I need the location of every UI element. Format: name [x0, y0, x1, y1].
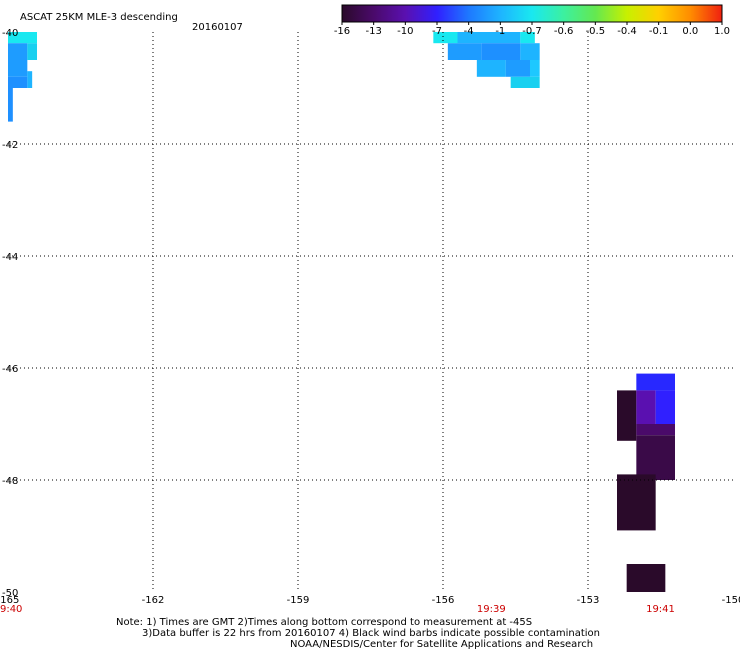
- x-tick-label: -150: [722, 595, 740, 606]
- data-cell: [433, 32, 458, 44]
- note-line-2: 3)Data buffer is 22 hrs from 20160107 4)…: [142, 628, 600, 639]
- time-label: 19:41: [646, 604, 675, 615]
- data-cell: [481, 43, 521, 60]
- data-cell: [510, 76, 540, 88]
- data-cell: [8, 88, 13, 122]
- data-cell: [530, 60, 540, 77]
- note-line-1: Note: 1) Times are GMT 2)Times along bot…: [116, 617, 533, 628]
- chart-title: ASCAT 25KM MLE-3 descending: [20, 12, 178, 23]
- colorbar-tick-label: 0.0: [682, 26, 698, 37]
- colorbar-tick-label: -16: [334, 26, 350, 37]
- note-line-3: NOAA/NESDIS/Center for Satellite Applica…: [290, 639, 594, 650]
- x-tick-label: -153: [577, 595, 600, 606]
- grid-lines: [8, 32, 733, 592]
- data-cell: [636, 390, 656, 424]
- data-cell: [447, 43, 482, 60]
- x-tick-label: -165: [0, 595, 19, 606]
- data-cell: [655, 390, 675, 424]
- x-tick-label: -162: [142, 595, 165, 606]
- data-cell: [8, 32, 37, 44]
- data-cell: [626, 564, 666, 592]
- y-tick-label: -48: [2, 476, 18, 487]
- colorbar-tick-label: -0.4: [617, 26, 637, 37]
- colorbar-bar: [341, 4, 723, 23]
- colorbar-tick-label: -4: [464, 26, 474, 37]
- colorbar-tick-label: 1.0: [714, 26, 730, 37]
- colorbar-tick-label: -1: [495, 26, 505, 37]
- data-cell: [636, 435, 675, 480]
- data-cell: [617, 474, 656, 531]
- x-tick-label: -159: [287, 595, 310, 606]
- data-cell: [476, 60, 506, 77]
- x-tick-label: -156: [432, 595, 455, 606]
- y-tick-label: -40: [2, 28, 18, 39]
- y-tick-label: -44: [2, 252, 18, 263]
- time-label: 19:39: [477, 604, 506, 615]
- data-cell: [636, 373, 675, 391]
- data-cell: [520, 32, 535, 44]
- data-cell: [520, 43, 540, 60]
- data-cell: [505, 60, 530, 77]
- colorbar-tick-label: -0.7: [522, 26, 542, 37]
- colorbar-tick-label: -0.1: [649, 26, 669, 37]
- colorbar-tick-label: -7: [432, 26, 442, 37]
- data-cells: [8, 32, 675, 592]
- colorbar-tick-label: -0.5: [586, 26, 606, 37]
- colorbar-tick-label: -0.6: [554, 26, 574, 37]
- data-cell: [27, 43, 37, 60]
- data-cell: [27, 71, 33, 88]
- chart-date: 20160107: [192, 22, 243, 33]
- colorbar-tick-label: -13: [365, 26, 381, 37]
- axes: -165 -162 -159 -156 -153 -150 -40 -42 -44 -46 -48 -…: [0, 28, 740, 615]
- y-tick-label: -42: [2, 140, 18, 151]
- data-cell: [617, 390, 637, 441]
- y-tick-label: -46: [2, 364, 18, 375]
- data-cell: [8, 43, 28, 77]
- colorbar: -16 -13 -10 -7 -4 -1 -0.7 -0.6 -0.5 -0.4 -0.1 0.0 1.…: [334, 4, 730, 37]
- data-cell: [457, 32, 521, 44]
- data-cell: [8, 76, 28, 88]
- data-cell: [636, 424, 675, 436]
- y-tick-label: -50: [2, 588, 18, 599]
- colorbar-tick-label: -10: [397, 26, 413, 37]
- time-label: 19:40: [0, 604, 22, 615]
